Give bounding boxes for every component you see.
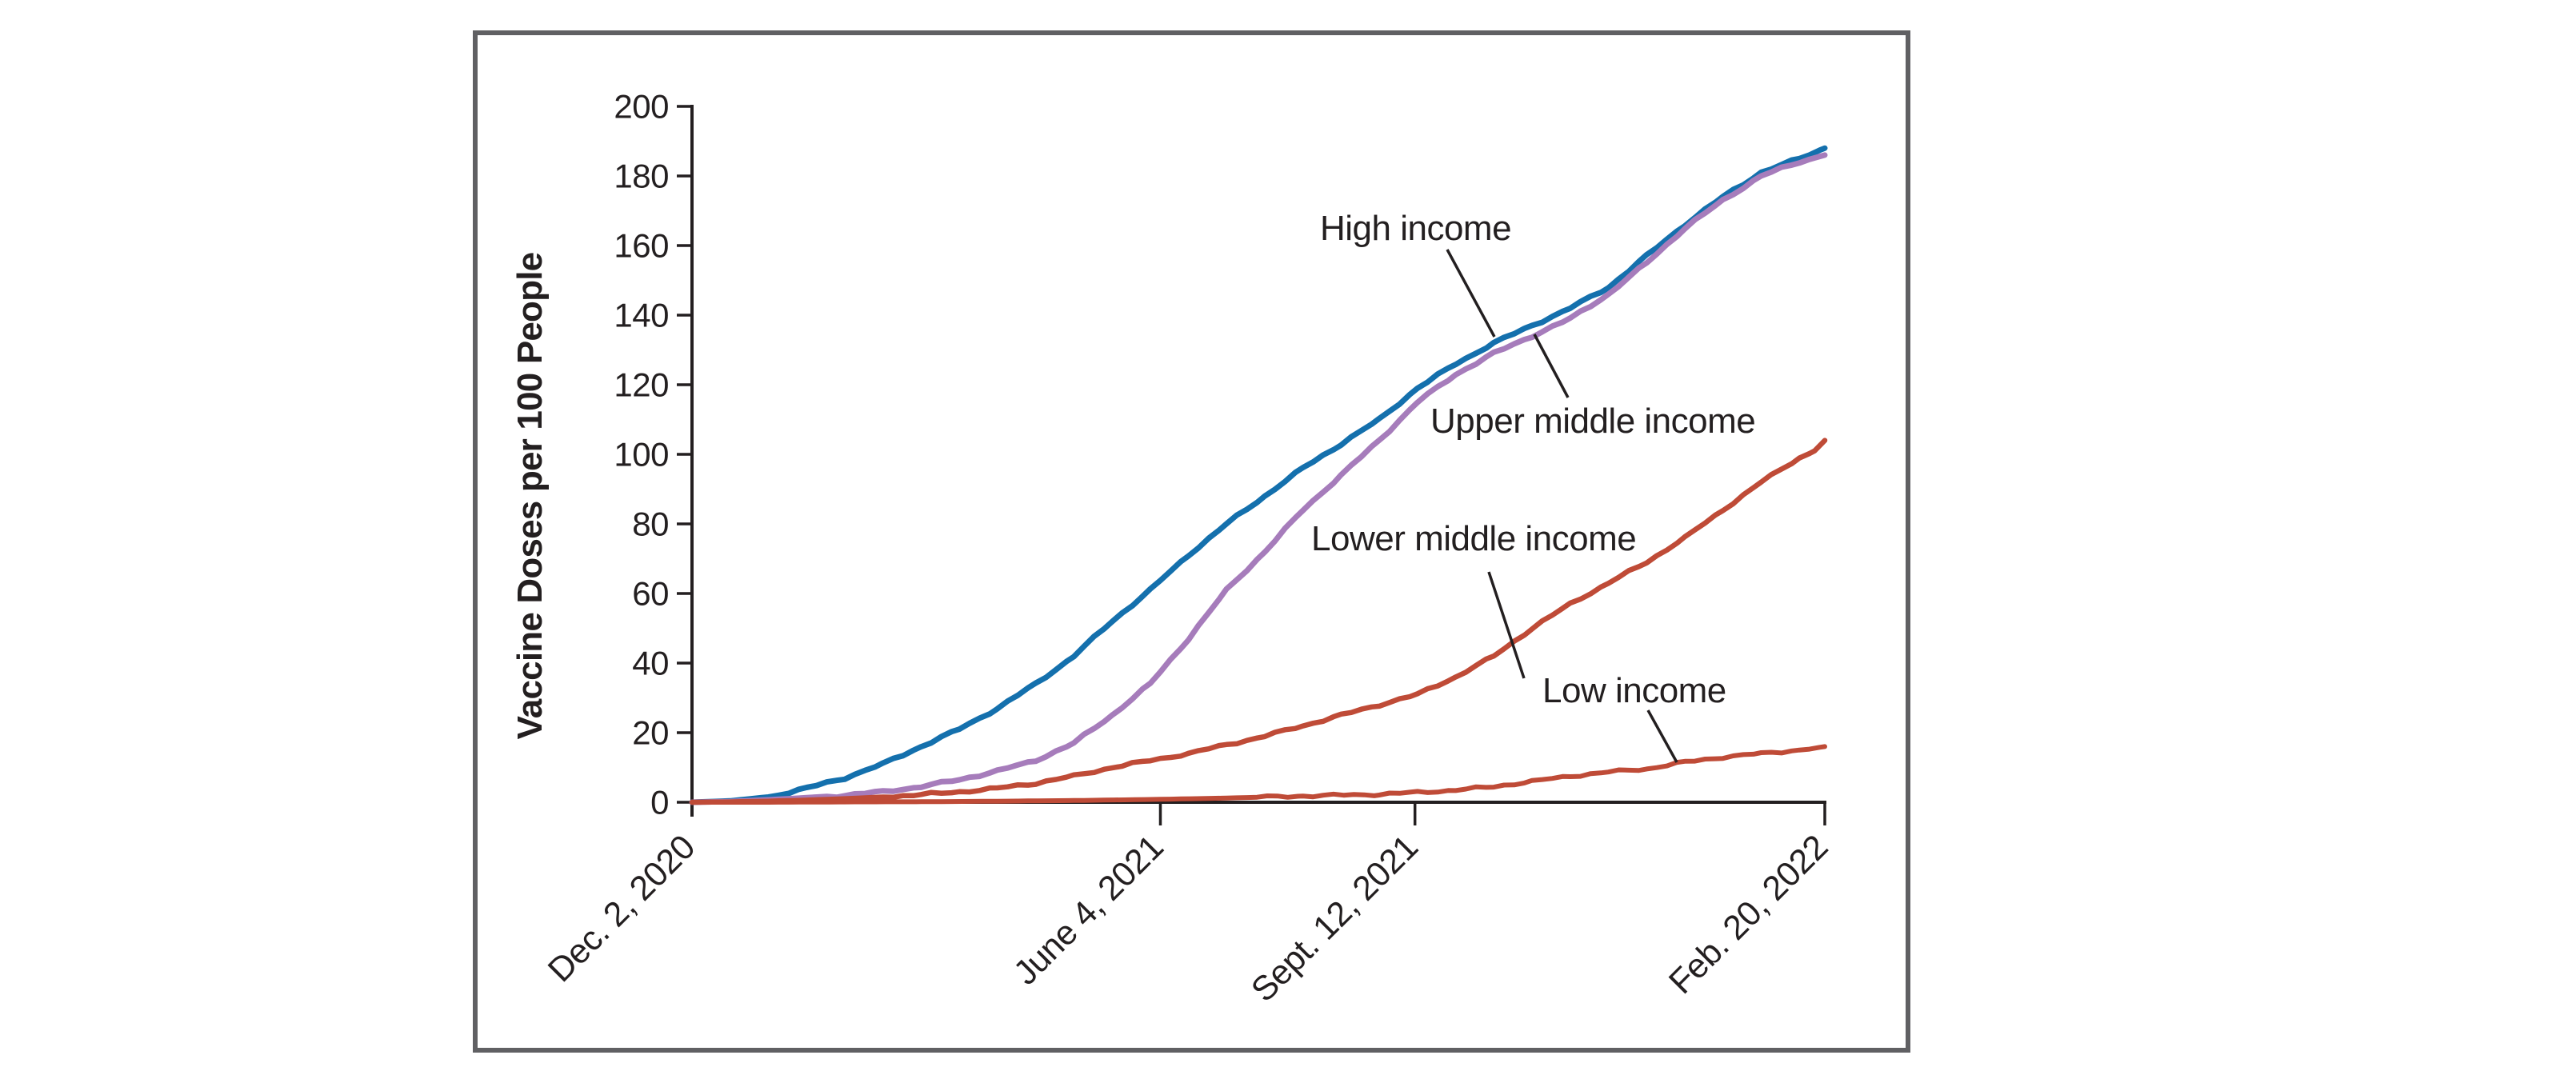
y-tick-label: 120 <box>614 366 669 404</box>
series-line-upper-middle-income <box>689 152 1828 805</box>
annotation-label-upper-middle-income: Upper middle income <box>1430 402 1755 441</box>
y-axis-title: Vaccine Doses per 100 People <box>510 253 550 740</box>
figure-frame <box>473 30 1910 1053</box>
annotation-pointer-low-income <box>1646 709 1678 763</box>
y-tick-label: 60 <box>632 575 669 613</box>
series-line-high-income <box>689 145 1828 805</box>
annotation-label-lower-middle-income: Lower middle income <box>1311 519 1636 558</box>
y-tick-label: 140 <box>614 297 669 334</box>
annotation-pointer-high-income <box>1446 249 1496 338</box>
annotation-pointer-lower-middle-income <box>1487 571 1526 679</box>
y-tick-label: 80 <box>632 506 669 543</box>
y-tick-label: 20 <box>632 714 669 752</box>
y-tick-label: 160 <box>614 227 669 265</box>
y-tick-label: 180 <box>614 158 669 195</box>
series-line-lower-middle-income <box>689 438 1828 805</box>
y-tick-label: 200 <box>614 88 669 126</box>
y-tick-label: 40 <box>632 645 669 682</box>
annotation-pointer-upper-middle-income <box>1533 334 1570 398</box>
annotation-label-low-income: Low income <box>1542 671 1726 710</box>
y-tick-label: 0 <box>650 784 669 821</box>
series-line-low-income <box>690 744 1827 805</box>
annotation-label-high-income: High income <box>1320 209 1511 248</box>
y-tick-label: 100 <box>614 436 669 474</box>
